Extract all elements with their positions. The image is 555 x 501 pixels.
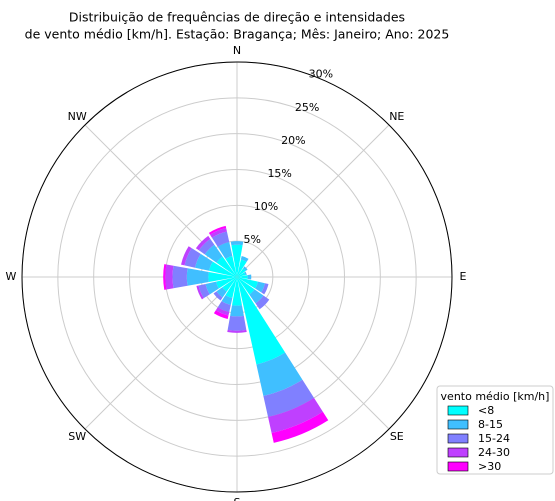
legend-label: 15-24 — [478, 432, 510, 445]
wedge — [184, 248, 201, 268]
grid-circle — [129, 169, 345, 385]
legend-label: 24-30 — [478, 446, 510, 459]
wedge — [237, 272, 246, 277]
wedge — [255, 295, 270, 310]
wedge — [204, 244, 223, 263]
wedge — [227, 329, 247, 333]
wedge — [225, 277, 237, 298]
direction-label: NW — [68, 110, 87, 123]
legend-swatch — [447, 433, 469, 444]
wedge — [186, 268, 209, 286]
wedge — [263, 379, 315, 417]
legend-label: >30 — [478, 460, 501, 473]
wedge — [216, 256, 237, 277]
wedge — [237, 275, 248, 279]
wedge — [247, 274, 252, 280]
wedge — [243, 266, 248, 271]
wedge — [231, 244, 243, 277]
labels: N NE E SE S SW W NW 5% 10% 15% 20% 25% 30% — [6, 44, 467, 501]
wedge — [240, 256, 249, 262]
wedge — [256, 352, 303, 396]
wedge — [213, 291, 223, 301]
r-tick-label: 20% — [281, 134, 305, 147]
direction-label: SE — [390, 430, 404, 443]
wedge — [237, 277, 286, 365]
wedge — [244, 271, 247, 276]
wedge — [249, 289, 264, 304]
chart-title: de vento médio [km/h]. Estação: Bragança… — [25, 27, 450, 42]
wedge — [208, 272, 237, 282]
wedge — [261, 283, 269, 295]
direction-label: NE — [389, 110, 404, 123]
grid-circle — [93, 133, 381, 421]
wedge — [210, 228, 227, 238]
wedge — [237, 277, 258, 289]
legend-label: <8 — [478, 404, 494, 417]
legend-swatch — [447, 419, 469, 430]
wedge — [208, 225, 227, 235]
r-tick-label: 10% — [254, 200, 278, 213]
wedge — [213, 310, 229, 319]
wedge — [227, 315, 247, 331]
wedge — [232, 277, 242, 306]
r-tick-label: 25% — [295, 101, 319, 114]
wedge — [230, 241, 244, 246]
legend-swatch — [447, 447, 469, 458]
wedge — [205, 281, 219, 295]
wedge — [237, 259, 247, 277]
wedge — [195, 235, 211, 251]
wedge — [237, 277, 255, 295]
polar-grid — [21, 61, 453, 493]
direction-label: N — [233, 44, 241, 57]
legend-swatch — [447, 405, 469, 416]
wedge — [271, 411, 329, 443]
wedge — [255, 281, 265, 293]
direction-label: SW — [68, 430, 86, 443]
direction-label: W — [6, 270, 17, 283]
wedge — [209, 261, 237, 277]
wedge — [216, 277, 237, 289]
wedge — [217, 242, 233, 259]
wedge — [165, 264, 174, 290]
wedge — [198, 238, 215, 255]
wedge — [172, 265, 188, 289]
chart-title: Distribuição de frequências de direção e… — [69, 10, 405, 25]
legend-swatch — [447, 461, 469, 472]
legend-label: 8-15 — [478, 418, 503, 431]
wedge — [198, 283, 210, 299]
bars — [163, 225, 329, 443]
wedge — [230, 305, 244, 317]
direction-label: E — [460, 270, 467, 283]
wedge — [237, 268, 246, 277]
wedge — [225, 256, 237, 277]
wedge — [222, 277, 237, 292]
grid-circle — [57, 97, 417, 457]
wedge — [195, 253, 213, 271]
wedge — [211, 231, 230, 247]
r-tick-label: 15% — [267, 167, 291, 180]
wedge — [196, 285, 204, 300]
wedge — [217, 301, 231, 312]
wedge — [181, 246, 192, 266]
wedge — [215, 307, 230, 316]
r-tick-label: 5% — [244, 233, 261, 246]
wedge — [268, 397, 323, 434]
wedge — [221, 295, 233, 305]
wedge — [163, 264, 167, 290]
r-tick-label: 30% — [309, 68, 333, 81]
outer-circle — [21, 61, 453, 493]
wedge — [216, 287, 227, 298]
legend-title: vento médio [km/h] — [441, 390, 550, 403]
direction-label: S — [234, 496, 241, 501]
